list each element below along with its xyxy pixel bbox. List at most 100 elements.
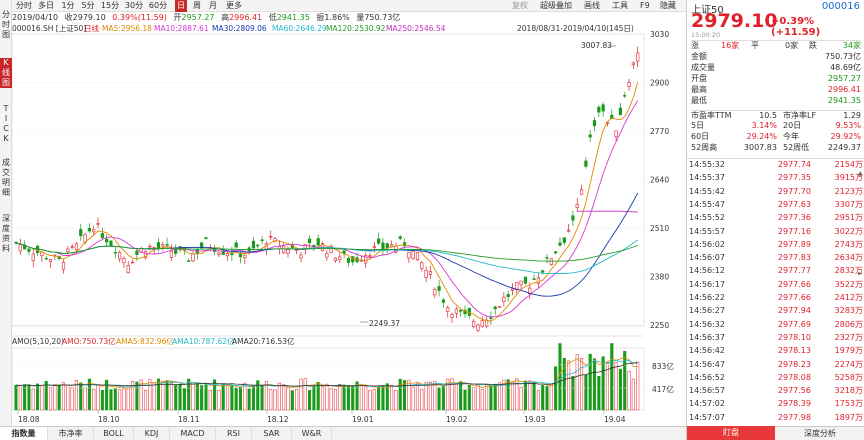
vol-legend-amo: AMO:750.73亿	[62, 336, 116, 346]
legend-ma250: MA250:2546.54	[386, 24, 446, 33]
kline-chart[interactable]: 000016.SH [上证50] 日线 MA5:2956.18 MA10:288…	[12, 24, 686, 426]
candle-body	[31, 253, 35, 262]
candle-body	[225, 253, 230, 257]
period-month[interactable]: 月	[209, 1, 217, 10]
left-tab-detail-3[interactable]: 明	[2, 178, 10, 187]
pb-value: 1.29	[843, 111, 861, 120]
info-close: 2979.10	[72, 13, 106, 22]
left-tab-kline-1[interactable]: K	[0, 58, 12, 68]
tools-button[interactable]: 工具	[612, 1, 628, 10]
volume-bar	[489, 385, 493, 411]
legend-range: 2018/08/31-2019/04/10(145日)	[517, 24, 634, 33]
candle-body	[545, 257, 549, 259]
left-tab-fenshi-2[interactable]: 时	[2, 20, 10, 29]
scroll-indicator-icon[interactable]: ►	[858, 270, 863, 277]
candle-body	[217, 252, 221, 255]
info-low-label: 低	[268, 13, 277, 22]
candle-body	[618, 107, 623, 115]
period-1min[interactable]: 1分	[61, 1, 75, 10]
left-tab-tick-2[interactable]: I	[4, 114, 8, 123]
tab-boll[interactable]: BOLL	[94, 427, 134, 440]
left-tab-detail-1[interactable]: 成	[2, 158, 10, 167]
stat-open-label: 开盘	[691, 74, 707, 83]
period-week[interactable]: 周	[193, 1, 201, 10]
tick-volume: 2412万	[834, 293, 863, 302]
left-tab-depth-4[interactable]: 料	[2, 244, 10, 253]
period-fenshi[interactable]: 分时	[16, 1, 32, 10]
tab-macd[interactable]: MACD	[170, 427, 216, 440]
left-tab-tick-3[interactable]: C	[3, 124, 9, 133]
tab-pb[interactable]: 市净率	[48, 427, 94, 440]
left-tab-fenshi-1[interactable]: 分	[2, 10, 10, 19]
tick-price: 2978.13	[777, 346, 811, 356]
volume-bar	[251, 386, 255, 411]
period-60min[interactable]: 60分	[148, 1, 168, 10]
volume-bar	[325, 383, 329, 411]
tick-row: 14:56:17 2977.66 3522万	[689, 279, 863, 291]
volume-bar	[355, 381, 359, 411]
left-tab-kline-3[interactable]: 图	[0, 78, 12, 88]
pb-label: 市净率LF	[783, 111, 817, 120]
draw-line-button[interactable]: 画线	[584, 1, 600, 10]
candle-body	[96, 223, 100, 225]
left-tab-detail-4[interactable]: 细	[2, 188, 10, 197]
left-tab-kline-2[interactable]: 线	[0, 68, 12, 78]
period-5min[interactable]: 5分	[81, 1, 95, 10]
tab-index-volume[interactable]: 指数量	[0, 427, 48, 440]
period-15min[interactable]: 15分	[100, 1, 120, 10]
super-overlay-button[interactable]: 超级叠加	[540, 1, 572, 10]
info-amp-label: 振	[316, 13, 325, 22]
restore-rights-button[interactable]: 复权	[512, 1, 528, 10]
left-tab-depth-1[interactable]: 深	[2, 214, 10, 223]
candle-body	[411, 250, 415, 259]
tick-price: 2977.63	[777, 199, 811, 209]
volume-bar	[454, 383, 458, 411]
tab-wr[interactable]: W&R	[292, 427, 332, 440]
scroll-up-icon[interactable]: ▲	[858, 170, 863, 177]
w52-high-label: 52周高	[691, 143, 718, 152]
left-tab-tick-1[interactable]: T	[3, 104, 9, 113]
candle-body	[472, 321, 476, 327]
ytd-value: 29.92%	[830, 132, 861, 141]
tick-row: 14:57:02 2978.39 1753万	[689, 399, 863, 410]
volume-bar	[558, 343, 562, 411]
period-multiday[interactable]: 多日	[38, 1, 54, 10]
tick-row: 14:56:52 2978.08 5258万	[689, 372, 863, 384]
period-day[interactable]: 日	[175, 0, 187, 12]
hide-button[interactable]: 隐藏	[660, 1, 676, 10]
tick-row: 14:56:42 2978.13 1979万	[689, 346, 863, 357]
tab-sar[interactable]: SAR	[252, 427, 292, 440]
volume-bar	[549, 385, 553, 411]
volume-bar	[493, 383, 497, 411]
left-tab-depth-2[interactable]: 度	[2, 224, 10, 233]
candle-body	[109, 240, 113, 247]
period-more[interactable]: 更多	[226, 1, 242, 10]
period-30min[interactable]: 30分	[124, 1, 144, 10]
tab-depth-analysis[interactable]: 深度分析	[775, 426, 864, 440]
left-tab-detail-2[interactable]: 交	[2, 168, 10, 177]
candle-body	[44, 257, 48, 260]
volume-bar	[79, 382, 83, 411]
tab-kdj[interactable]: KDJ	[134, 427, 170, 440]
price-tick-2900: 2900	[650, 79, 669, 88]
left-tab-tick-4[interactable]: K	[3, 134, 9, 143]
tick-volume: 5258万	[834, 372, 863, 382]
volume-bar	[113, 388, 117, 411]
volume-bar	[303, 378, 307, 411]
candle-body	[118, 252, 122, 260]
tick-divider	[687, 158, 864, 159]
volume-bar	[381, 385, 385, 411]
tick-price: 2977.66	[777, 279, 811, 289]
tab-rsi[interactable]: RSI	[216, 427, 252, 440]
tick-price: 2978.08	[777, 372, 811, 382]
tick-time: 14:55:42	[689, 186, 725, 196]
left-tab-fenshi-3[interactable]: 图	[2, 30, 10, 39]
volume-bar	[286, 387, 290, 411]
volume-bar	[256, 380, 260, 411]
left-tab-depth-3[interactable]: 资	[2, 234, 10, 243]
info-open: 2957.27	[181, 13, 215, 22]
tick-time: 14:56:32	[689, 319, 725, 329]
f9-button[interactable]: F9	[640, 1, 650, 10]
tab-watch[interactable]: 盯盘	[687, 426, 775, 440]
volume-bar	[290, 390, 294, 411]
